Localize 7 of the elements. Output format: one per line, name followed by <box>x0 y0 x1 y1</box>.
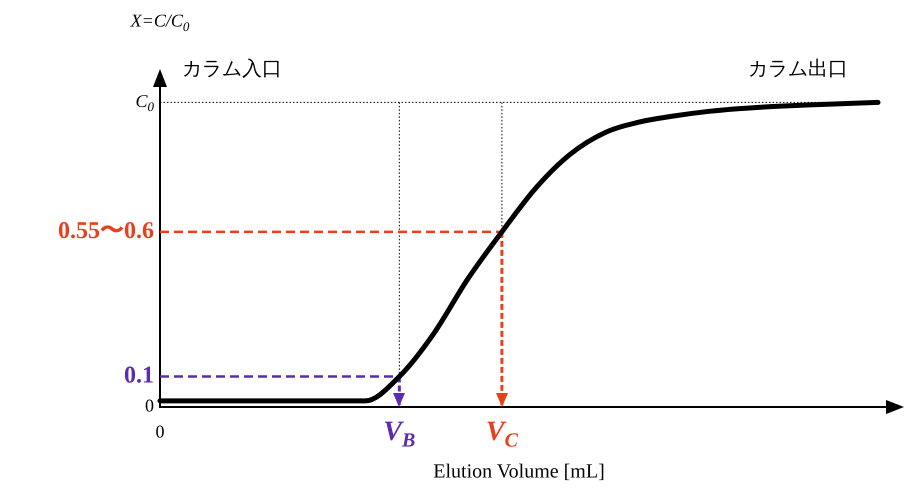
text: C <box>135 91 148 112</box>
y-tick-label: 0.1 <box>124 362 154 389</box>
annotation: カラム出口 <box>748 56 848 80</box>
annotation: カラム入口 <box>182 56 282 80</box>
y-tick-label: 0 <box>145 396 154 416</box>
x-axis-title: Elution Volume [mL] <box>433 460 605 482</box>
y-tick-label: 0.55〜0.6 <box>58 218 154 244</box>
